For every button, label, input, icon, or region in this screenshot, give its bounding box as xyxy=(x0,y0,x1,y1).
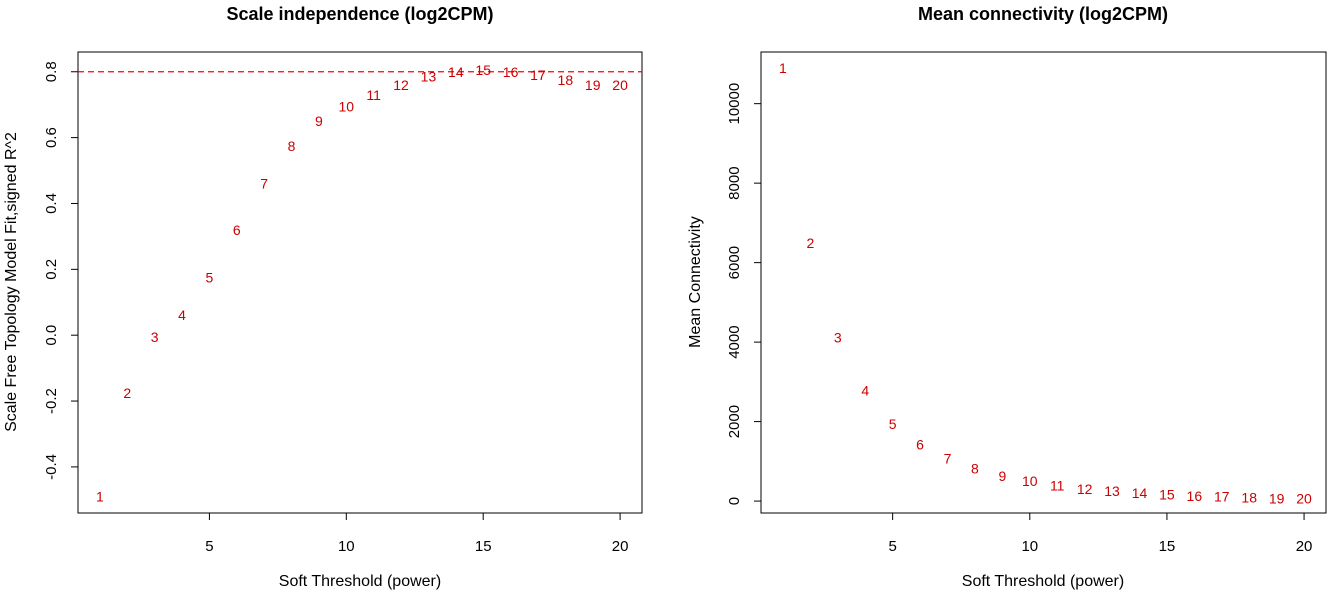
data-point-label: 13 xyxy=(1104,483,1120,499)
y-tick-label: -0.2 xyxy=(43,388,60,414)
data-point-label: 7 xyxy=(260,176,268,192)
x-tick-label: 15 xyxy=(475,538,492,555)
y-tick-label: 0.4 xyxy=(43,193,60,214)
y-tick-label: 0.0 xyxy=(43,325,60,346)
data-point-label: 10 xyxy=(339,98,355,114)
data-point-label: 16 xyxy=(1187,488,1203,504)
y-axis-label: Scale Free Topology Model Fit,signed R^2 xyxy=(3,132,20,432)
data-point-label: 18 xyxy=(558,72,574,88)
data-point-label: 6 xyxy=(916,437,924,453)
mean-connectivity-panel: Mean connectivity (log2CPM) Soft Thresho… xyxy=(687,4,1327,590)
axis-ticks: 5 10 15 20-0.4-0.20.00.20.40.60.8 xyxy=(43,61,628,555)
data-point-label: 20 xyxy=(612,77,628,93)
data-point-label: 8 xyxy=(288,138,296,154)
y-tick-label: 0.2 xyxy=(43,259,60,280)
data-point-label: 10 xyxy=(1022,473,1038,489)
data-point-label: 5 xyxy=(206,270,214,286)
data-point-label: 15 xyxy=(475,62,491,78)
data-point-label: 3 xyxy=(151,329,159,345)
data-point-label: 12 xyxy=(393,77,409,93)
data-point-label: 16 xyxy=(503,64,519,80)
data-point-label: 4 xyxy=(861,383,869,399)
y-axis-label: Mean Connectivity xyxy=(687,216,704,348)
y-tick-label: 0 xyxy=(726,497,743,505)
data-point-label: 17 xyxy=(1214,489,1230,505)
data-point-label: 1 xyxy=(96,489,104,505)
plot-frame xyxy=(760,51,1327,514)
y-tick-label: 2000 xyxy=(726,405,743,438)
data-point-label: 8 xyxy=(971,460,979,476)
x-tick-label: 5 xyxy=(205,538,213,555)
data-point-label: 2 xyxy=(123,385,131,401)
data-point-label: 17 xyxy=(530,67,546,83)
data-point-label: 18 xyxy=(1241,490,1257,506)
scale-independence-panel: Scale independence (log2CPM) Soft Thresh… xyxy=(3,4,643,590)
data-point-label: 19 xyxy=(585,77,601,93)
data-point-label: 9 xyxy=(315,113,323,129)
data-point-label: 12 xyxy=(1077,481,1093,497)
data-point-label: 6 xyxy=(233,222,241,238)
y-tick-label: 0.6 xyxy=(43,127,60,148)
y-tick-label: -0.4 xyxy=(43,454,60,480)
data-point-label: 11 xyxy=(1050,478,1065,494)
x-tick-label: 10 xyxy=(1021,538,1038,555)
data-point-label: 19 xyxy=(1269,490,1285,506)
data-point-label: 20 xyxy=(1296,491,1312,507)
x-tick-label: 20 xyxy=(612,538,629,555)
data-point-label: 14 xyxy=(448,64,464,80)
data-point-label: 2 xyxy=(806,235,814,251)
data-point-label: 4 xyxy=(178,307,186,323)
x-tick-label: 20 xyxy=(1296,538,1313,555)
panel-title: Mean connectivity (log2CPM) xyxy=(918,4,1168,24)
y-tick-label: 8000 xyxy=(726,166,743,199)
x-axis-label: Soft Threshold (power) xyxy=(962,573,1124,590)
y-tick-label: 6000 xyxy=(726,246,743,279)
data-point-label: 15 xyxy=(1159,487,1175,503)
axis-ticks: 5 10 15 20 0 2000 4000 6000 8000 10000 xyxy=(726,83,1312,555)
y-tick-label: 10000 xyxy=(726,83,743,125)
y-tick-label: 0.8 xyxy=(43,61,60,82)
data-point-label: 1 xyxy=(779,60,787,76)
data-point-label: 7 xyxy=(944,451,952,467)
data-point-label: 14 xyxy=(1132,485,1148,501)
data-point-label: 9 xyxy=(998,468,1006,484)
x-tick-label: 5 xyxy=(888,538,896,555)
data-point-label: 11 xyxy=(366,87,381,103)
y-tick-label: 4000 xyxy=(726,325,743,358)
x-tick-label: 10 xyxy=(338,538,355,555)
x-axis-label: Soft Threshold (power) xyxy=(279,573,441,590)
x-tick-label: 15 xyxy=(1159,538,1176,555)
data-point-label: 13 xyxy=(421,69,437,85)
panel-title: Scale independence (log2CPM) xyxy=(226,4,493,24)
data-point-label: 3 xyxy=(834,329,842,345)
data-point-label: 5 xyxy=(889,416,897,432)
plot-frame xyxy=(77,51,643,514)
